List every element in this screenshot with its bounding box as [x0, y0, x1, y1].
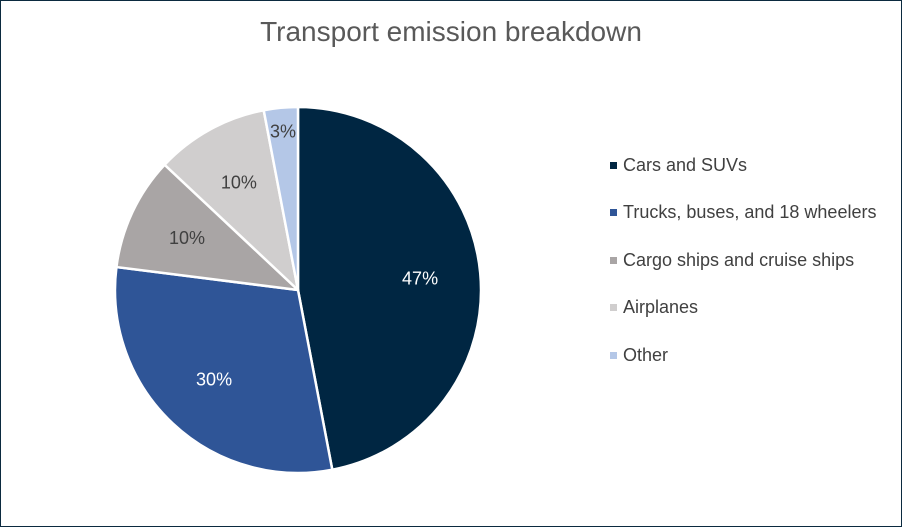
legend-item-airplanes: Airplanes: [610, 296, 876, 320]
pie-slice-trucks: [113, 265, 334, 475]
legend: Cars and SUVs Trucks, buses, and 18 wheel…: [610, 153, 876, 391]
legend-item-other: Other: [610, 343, 876, 367]
legend-label: Other: [623, 344, 669, 365]
legend-label: Cars and SUVs: [623, 154, 748, 175]
legend-swatch: [610, 304, 617, 311]
pie-slice-other: [262, 105, 300, 292]
pie-slice-cars: [296, 105, 483, 472]
data-label-airplanes: 10%: [221, 173, 257, 193]
pie-slice-cargo: [115, 163, 300, 292]
pie-slice-airplanes: [163, 108, 300, 292]
data-label-trucks: 30%: [196, 369, 232, 389]
legend-swatch: [610, 209, 617, 216]
legend-swatch: [610, 256, 617, 264]
legend-swatch: [610, 351, 617, 359]
data-label-cargo: 10%: [169, 228, 205, 248]
legend-label: Cargo ships and cruise ships: [623, 249, 855, 270]
legend-label: Airplanes: [623, 297, 699, 317]
data-label-cars: 47%: [402, 268, 438, 288]
legend-item-trucks: Trucks, buses, and 18 wheelers: [610, 201, 876, 225]
legend-item-cargo: Cargo ships and cruise ships: [610, 248, 876, 272]
legend-item-cars: Cars and SUVs: [610, 153, 876, 177]
data-label-other: 3%: [270, 121, 296, 141]
legend-label: Trucks, buses, and 18 wheelers: [623, 202, 877, 222]
legend-swatch: [610, 161, 617, 169]
chart-title: Transport emission breakdown: [260, 16, 642, 47]
